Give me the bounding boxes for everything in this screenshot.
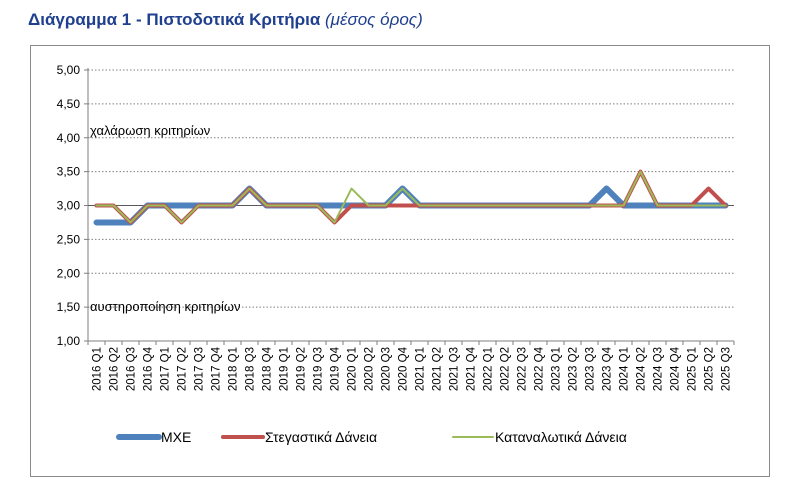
x-tick-label: 2019 Q4: [330, 346, 342, 391]
y-tick-label: 3,50: [57, 165, 81, 179]
x-tick-label: 2020 Q3: [381, 347, 393, 391]
x-tick-label: 2020 Q2: [364, 347, 376, 391]
x-tick-label: 2024 Q4: [670, 346, 682, 391]
grid-lines: [88, 69, 734, 308]
x-tick-label: 2023 Q1: [551, 347, 563, 391]
chart-title: Διάγραμμα 1 - Πιστοδοτικά Κριτήρια (μέσο…: [28, 10, 423, 30]
x-tick-label: 2022 Q1: [483, 347, 495, 391]
legend-label: ΜΧΕ: [161, 429, 191, 445]
annotation-label: χαλάρωση κριτηρίων: [90, 123, 210, 138]
y-tick-label: 3,00: [57, 199, 81, 213]
x-tick-label: 2018 Q3: [245, 347, 257, 391]
y-tick-label: 1,00: [57, 334, 81, 348]
x-tick-label: 2016 Q3: [126, 347, 138, 391]
legend: ΜΧΕ Στεγαστικά Δάνεια Καταναλωτικά Δάνεια: [116, 429, 627, 445]
x-axis-ticks: 2016 Q1 2016 Q2 2016 Q3 2016 Q4 2017 Q1 2017 …: [92, 346, 733, 391]
y-tick-label: 4,00: [57, 131, 81, 145]
x-tick-label: 2025 Q3: [721, 347, 733, 391]
x-tick-label: 2024 Q3: [653, 347, 665, 391]
legend-label: Καταναλωτικά Δάνεια: [495, 429, 627, 445]
chart-title-subtitle: (μέσος όρος): [325, 10, 423, 29]
series-lines: [93, 169, 729, 226]
legend-label: Στεγαστικά Δάνεια: [265, 429, 377, 445]
x-tick-label: 2023 Q4: [602, 346, 614, 391]
x-tick-label: 2021 Q2: [432, 347, 444, 391]
x-tick-label: 2018 Q1: [228, 347, 240, 391]
x-tick-label: 2025 Q2: [704, 347, 716, 391]
annotation-label: αυστηροποίηση κριτηρίων: [90, 299, 241, 314]
series-line: [95, 170, 727, 224]
y-tick-label: 4,50: [57, 97, 81, 111]
x-tick-label: 2016 Q1: [92, 347, 104, 391]
x-tick-label: 2016 Q2: [109, 347, 121, 391]
y-tick-label: 2,00: [57, 266, 81, 280]
annotations: χαλάρωση κριτηρίων αυστηροποίηση κριτηρίω…: [90, 123, 241, 314]
x-tick-label: 2021 Q1: [415, 347, 427, 391]
y-tick-label: 2,50: [57, 232, 81, 246]
chart-frame: 1,00 1,50 2,00 2,50 3,00 3,50 4,00 4,50 5,00 201…: [30, 45, 770, 477]
x-tick-label: 2019 Q3: [313, 347, 325, 391]
x-tick-label: 2021 Q4: [466, 346, 478, 391]
x-tick-label: 2022 Q4: [534, 346, 546, 391]
x-tick-label: 2024 Q1: [619, 347, 631, 391]
x-tick-label: 2023 Q2: [568, 347, 580, 391]
chart-title-main: Διάγραμμα 1 - Πιστοδοτικά Κριτήρια: [28, 10, 321, 29]
y-tick-label: 1,50: [57, 300, 81, 314]
y-tick-label: 5,00: [57, 63, 81, 77]
x-tick-label: 2022 Q3: [517, 347, 529, 391]
x-tick-label: 2017 Q1: [160, 347, 172, 391]
y-axis-ticks: 1,00 1,50 2,00 2,50 3,00 3,50 4,00 4,50 5,00: [57, 63, 81, 348]
x-tick-label: 2017 Q2: [177, 347, 189, 391]
x-tick-label: 2022 Q2: [500, 347, 512, 391]
x-tick-label: 2020 Q1: [347, 347, 359, 391]
x-tick-label: 2024 Q2: [636, 347, 648, 391]
x-tick-label: 2017 Q3: [194, 347, 206, 391]
x-tick-label: 2016 Q4: [143, 346, 155, 391]
x-tick-label: 2019 Q1: [279, 347, 291, 391]
x-tick-label: 2025 Q1: [687, 347, 699, 391]
x-tick-label: 2019 Q2: [296, 347, 308, 391]
x-tick-label: 2017 Q4: [211, 346, 223, 391]
x-tick-label: 2023 Q3: [585, 347, 597, 391]
x-tick-label: 2021 Q3: [449, 347, 461, 391]
x-tick-label: 2018 Q4: [262, 346, 274, 391]
x-tick-label: 2020 Q4: [398, 346, 410, 391]
line-chart: 1,00 1,50 2,00 2,50 3,00 3,50 4,00 4,50 5,00 201…: [57, 63, 735, 445]
